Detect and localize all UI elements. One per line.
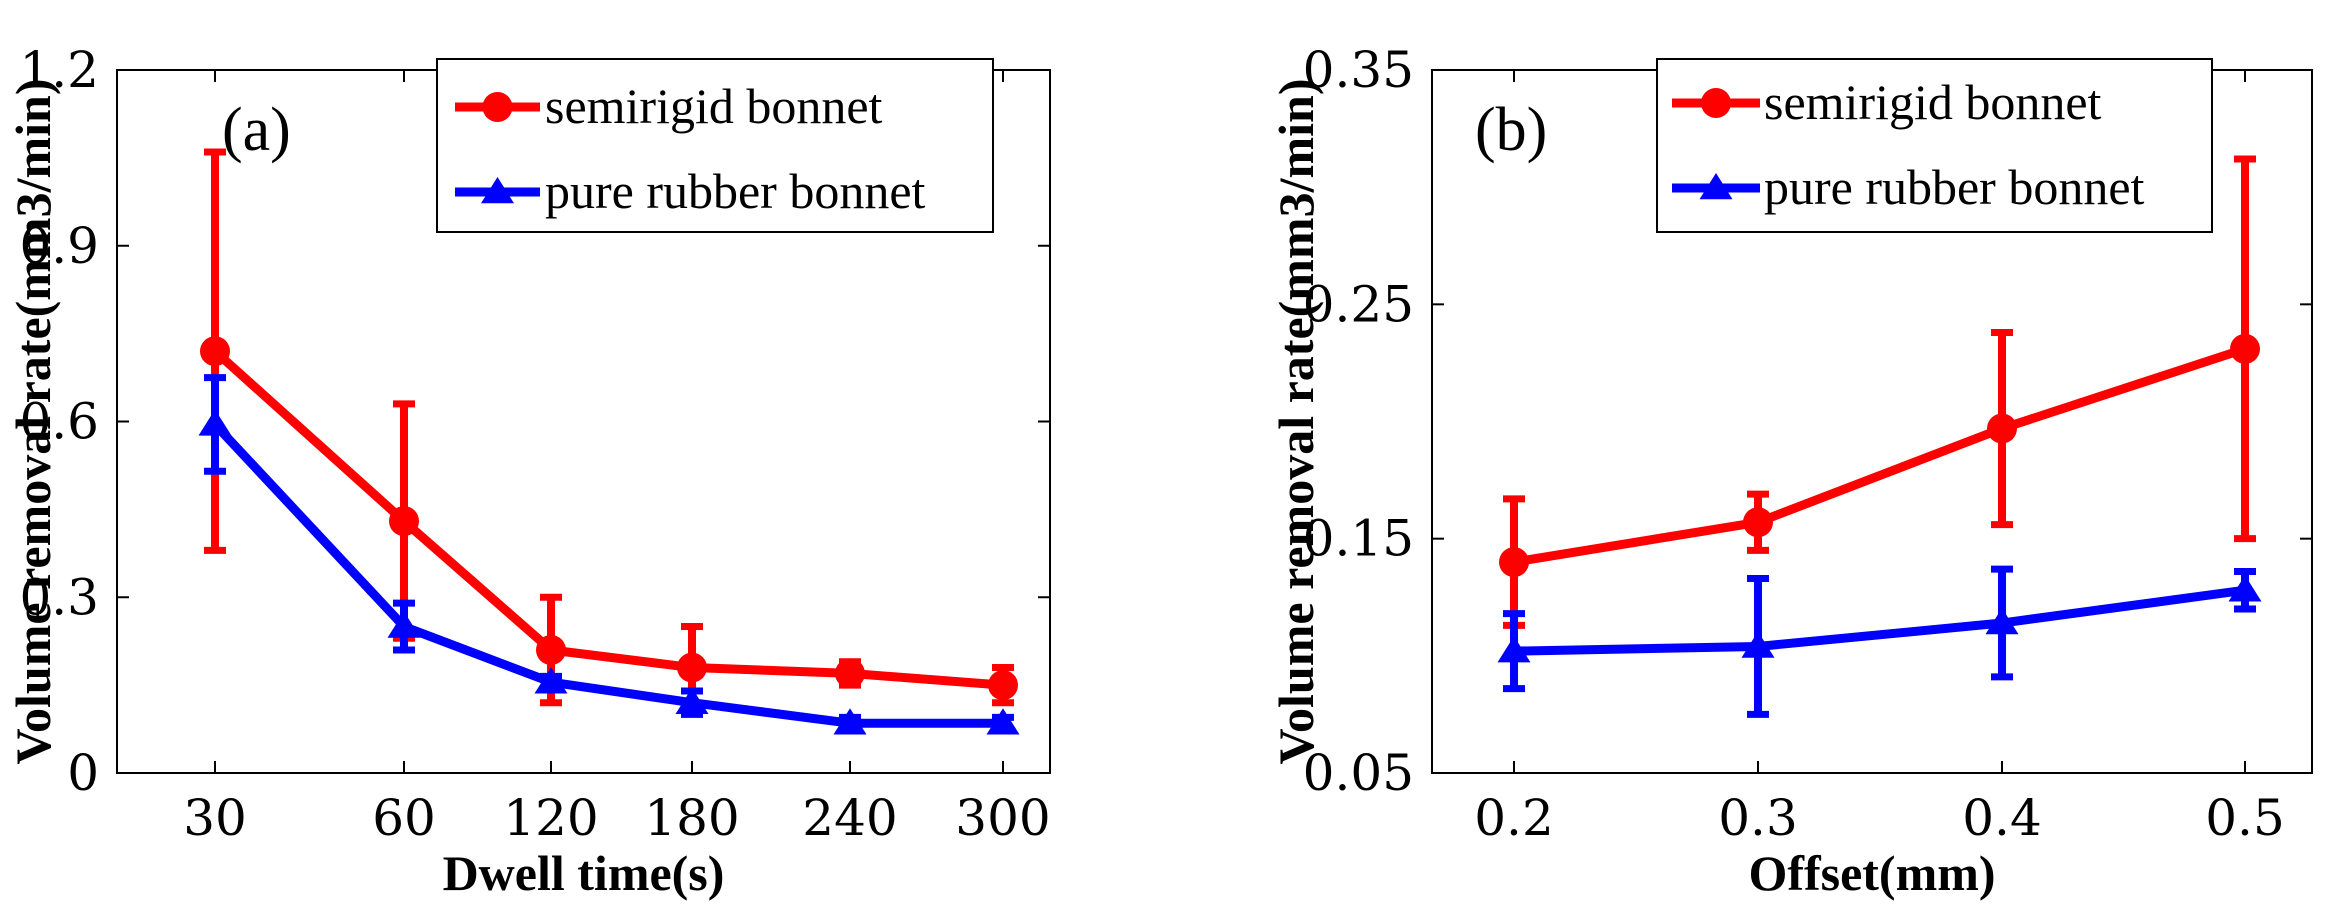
data-point (1743, 507, 1773, 538)
legend: semirigid bonnet pure rubber bonnet (436, 58, 994, 233)
chart-panel-a: 0 0.3 0.6 0.9 1.2 30 60 120 180 240 300 Dwell time(… (5, 41, 1051, 901)
data-point (2230, 333, 2260, 364)
x-tick-label: 240 (802, 789, 897, 847)
data-point (536, 634, 566, 665)
x-axis-label: Dwell time(s) (443, 845, 725, 901)
series-pure-rubber-bonnet (1497, 565, 2262, 718)
data-point (534, 667, 568, 694)
y-tick-label: 1.2 (19, 41, 99, 99)
chart-panel-b: 0.05 0.15 0.25 0.35 0.2 0.3 0.4 0.5 Offset(mm) Vo… (1268, 41, 2313, 901)
data-point (1741, 631, 1775, 658)
x-tick-label: 0.2 (1474, 789, 1554, 847)
legend-label: semirigid bonnet (545, 78, 883, 134)
y-tick-label: 0.6 (19, 393, 99, 451)
y-tick-label: 0.25 (1303, 275, 1414, 333)
data-point (1987, 413, 2017, 444)
y-tick-label: 0.15 (1303, 510, 1414, 568)
x-tick-label: 120 (503, 789, 598, 847)
data-point (389, 506, 419, 537)
data-point (677, 652, 707, 683)
data-point (1985, 608, 2019, 635)
legend: semirigid bonnet pure rubber bonnet (1656, 58, 2213, 233)
legend-marker (481, 177, 514, 204)
y-tick-label: 0.9 (19, 217, 99, 275)
data-point (2228, 575, 2262, 602)
x-tick-label: 60 (372, 789, 436, 847)
data-point (1497, 636, 1531, 663)
y-axis-label: Volume removal rate(mm3/min) (5, 79, 61, 765)
legend-box (1656, 58, 2213, 233)
y-tick-label: 0.35 (1303, 41, 1414, 99)
legend-label: pure rubber bonnet (1764, 159, 2145, 215)
data-point (986, 708, 1020, 735)
x-tick-label: 0.4 (1962, 789, 2042, 847)
data-point (387, 611, 421, 638)
y-tick-label: 0 (67, 744, 99, 802)
x-tick-label: 300 (955, 789, 1050, 847)
x-axis-label: Offset(mm) (1748, 845, 1995, 901)
legend-marker (1699, 173, 1733, 200)
series-line (1513, 344, 2247, 567)
x-tick-label: 180 (644, 789, 739, 847)
data-point (835, 658, 865, 689)
x-tick-label: 0.3 (1718, 789, 1798, 847)
x-tick-label: 0.5 (2205, 789, 2285, 847)
y-axis-label: Volume removal rate(mm3/min) (1268, 79, 1324, 765)
y-tick-label: 0.3 (19, 568, 99, 626)
legend-box (436, 58, 994, 233)
series-pure-rubber-bonnet (198, 374, 1020, 735)
x-tick-label: 30 (183, 789, 247, 847)
data-point (988, 670, 1018, 701)
legend-marker (482, 92, 513, 122)
series-semirigid-bonnet (1499, 155, 2260, 629)
series-line (211, 421, 1003, 728)
legend-label: semirigid bonnet (1764, 74, 2102, 130)
legend-marker (1701, 88, 1731, 118)
legend-label: pure rubber bonnet (545, 163, 926, 219)
data-point (1499, 547, 1529, 578)
series-line (1513, 585, 2246, 656)
data-point (675, 687, 709, 714)
series-line (211, 347, 1004, 690)
series-semirigid-bonnet (200, 148, 1018, 713)
data-point (200, 336, 230, 367)
y-tick-label: 0.05 (1303, 744, 1414, 802)
data-point (833, 708, 867, 735)
data-point (198, 409, 232, 436)
panel-label: (a) (222, 96, 291, 164)
panel-label: (b) (1475, 96, 1547, 164)
